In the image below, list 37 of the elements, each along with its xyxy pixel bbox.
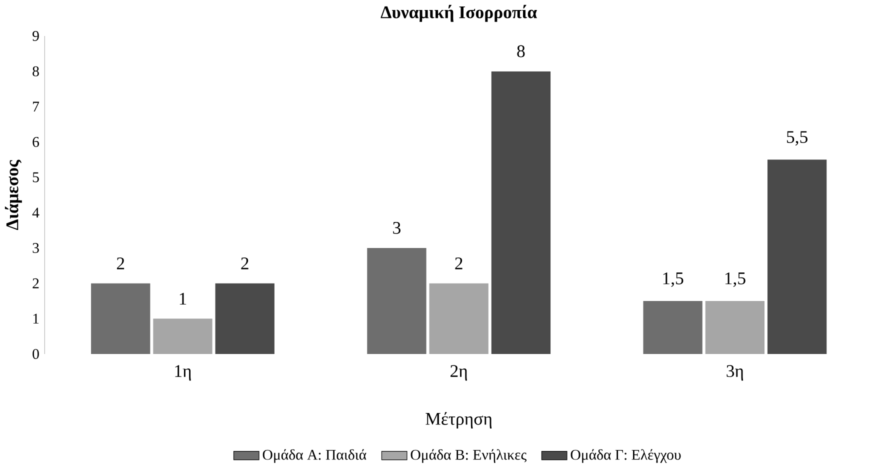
bar bbox=[215, 283, 274, 354]
data-label: 2 bbox=[455, 258, 462, 270]
y-axis-title: Διάμεσος bbox=[4, 160, 22, 230]
x-tick-label: 3η bbox=[726, 365, 744, 381]
data-label: 3 bbox=[393, 222, 400, 234]
data-label: 8 bbox=[517, 45, 525, 58]
x-tick-label: 1η bbox=[175, 365, 191, 381]
bar bbox=[767, 160, 827, 354]
y-tick-label: 6 bbox=[32, 137, 40, 148]
y-tick-label: 5 bbox=[32, 172, 39, 182]
bar bbox=[429, 283, 488, 354]
bar bbox=[491, 71, 551, 354]
bar bbox=[643, 301, 702, 354]
x-tick-label: 2η bbox=[450, 365, 467, 381]
y-tick-label: 3 bbox=[32, 243, 39, 254]
data-label: 2 bbox=[241, 258, 248, 270]
bar bbox=[91, 283, 150, 354]
y-tick-label: 1 bbox=[33, 314, 39, 324]
y-tick-label: 9 bbox=[32, 31, 39, 42]
data-label: 2 bbox=[116, 258, 124, 270]
bar bbox=[367, 248, 426, 354]
bar bbox=[705, 301, 765, 354]
chart-title: Δυναμική Ισορροπία bbox=[380, 5, 537, 22]
bar bbox=[153, 318, 212, 354]
y-tick-label: 8 bbox=[32, 66, 39, 76]
y-tick-label: 4 bbox=[32, 208, 40, 218]
data-label: 1 bbox=[180, 292, 186, 305]
data-label: 5,5 bbox=[786, 131, 808, 146]
legend-label: Ομάδα Α: Παιδιά bbox=[262, 449, 366, 463]
legend-label: Ομάδα Β: Ενήλικες bbox=[410, 449, 526, 463]
legend-label: Ομάδα Γ: Ελέγχου bbox=[570, 449, 681, 463]
x-axis-title: Μέτρηση bbox=[426, 412, 492, 429]
y-tick-label: 2 bbox=[32, 278, 39, 288]
y-tick-label: 7 bbox=[33, 102, 40, 112]
data-label: 1,5 bbox=[663, 272, 684, 287]
data-label: 1,5 bbox=[725, 272, 746, 287]
y-tick-label: 0 bbox=[32, 349, 39, 360]
